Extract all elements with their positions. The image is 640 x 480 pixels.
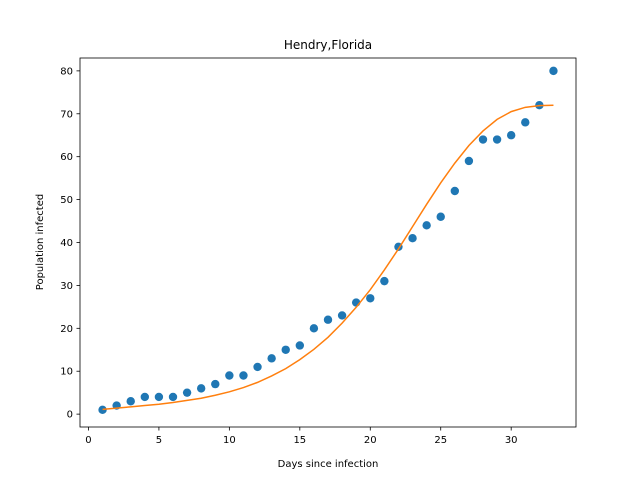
data-point bbox=[295, 341, 305, 350]
y-axis: 0 10 20 30 40 50 60 70 80 bbox=[60, 66, 80, 421]
data-point bbox=[366, 294, 375, 303]
data-point bbox=[450, 186, 460, 196]
data-point bbox=[380, 276, 389, 286]
data-point bbox=[267, 354, 276, 363]
data-point bbox=[492, 135, 502, 144]
y-tick-label: 70 bbox=[60, 109, 73, 120]
data-point bbox=[521, 118, 530, 127]
scatter-series bbox=[98, 66, 558, 415]
x-tick-label: 25 bbox=[434, 435, 447, 446]
data-point bbox=[478, 135, 488, 144]
x-tick-label: 30 bbox=[505, 435, 518, 446]
data-point bbox=[309, 324, 319, 333]
data-point bbox=[436, 212, 445, 221]
data-point bbox=[98, 405, 107, 415]
data-point bbox=[253, 362, 262, 372]
data-point bbox=[154, 392, 164, 402]
x-tick-label: 20 bbox=[364, 435, 377, 446]
data-point bbox=[337, 311, 347, 320]
y-tick-label: 80 bbox=[60, 66, 73, 77]
y-tick-label: 60 bbox=[60, 152, 73, 163]
data-point bbox=[196, 384, 206, 393]
chart-title: Hendry,Florida bbox=[284, 38, 372, 52]
data-point bbox=[140, 392, 150, 402]
y-tick-label: 40 bbox=[60, 238, 73, 249]
data-point bbox=[126, 397, 135, 406]
data-point bbox=[239, 371, 248, 380]
data-point bbox=[211, 379, 220, 389]
data-point bbox=[182, 388, 192, 397]
data-point bbox=[168, 392, 178, 402]
data-point bbox=[281, 345, 290, 354]
data-point bbox=[225, 371, 234, 380]
data-point bbox=[506, 131, 516, 140]
x-tick-label: 0 bbox=[85, 435, 91, 446]
x-axis-label: Days since infection bbox=[278, 459, 379, 470]
data-point bbox=[549, 66, 558, 76]
data-point bbox=[323, 315, 333, 324]
x-tick-label: 10 bbox=[223, 435, 236, 446]
y-axis-label: Population infected bbox=[35, 194, 46, 290]
fit-line bbox=[102, 104, 554, 411]
data-point bbox=[464, 156, 474, 166]
y-tick-label: 30 bbox=[60, 281, 73, 292]
x-axis: 0 5 10 15 20 25 30 bbox=[85, 427, 518, 446]
plot-area-frame bbox=[79, 57, 577, 428]
y-tick-label: 0 bbox=[67, 410, 73, 421]
data-point bbox=[422, 221, 431, 230]
y-tick-label: 50 bbox=[60, 195, 73, 206]
x-tick-label: 15 bbox=[293, 435, 306, 446]
data-point bbox=[408, 234, 417, 243]
x-tick-label: 5 bbox=[156, 435, 162, 446]
y-tick-label: 20 bbox=[60, 324, 73, 335]
y-tick-label: 10 bbox=[60, 367, 73, 378]
series-layer bbox=[98, 66, 558, 415]
